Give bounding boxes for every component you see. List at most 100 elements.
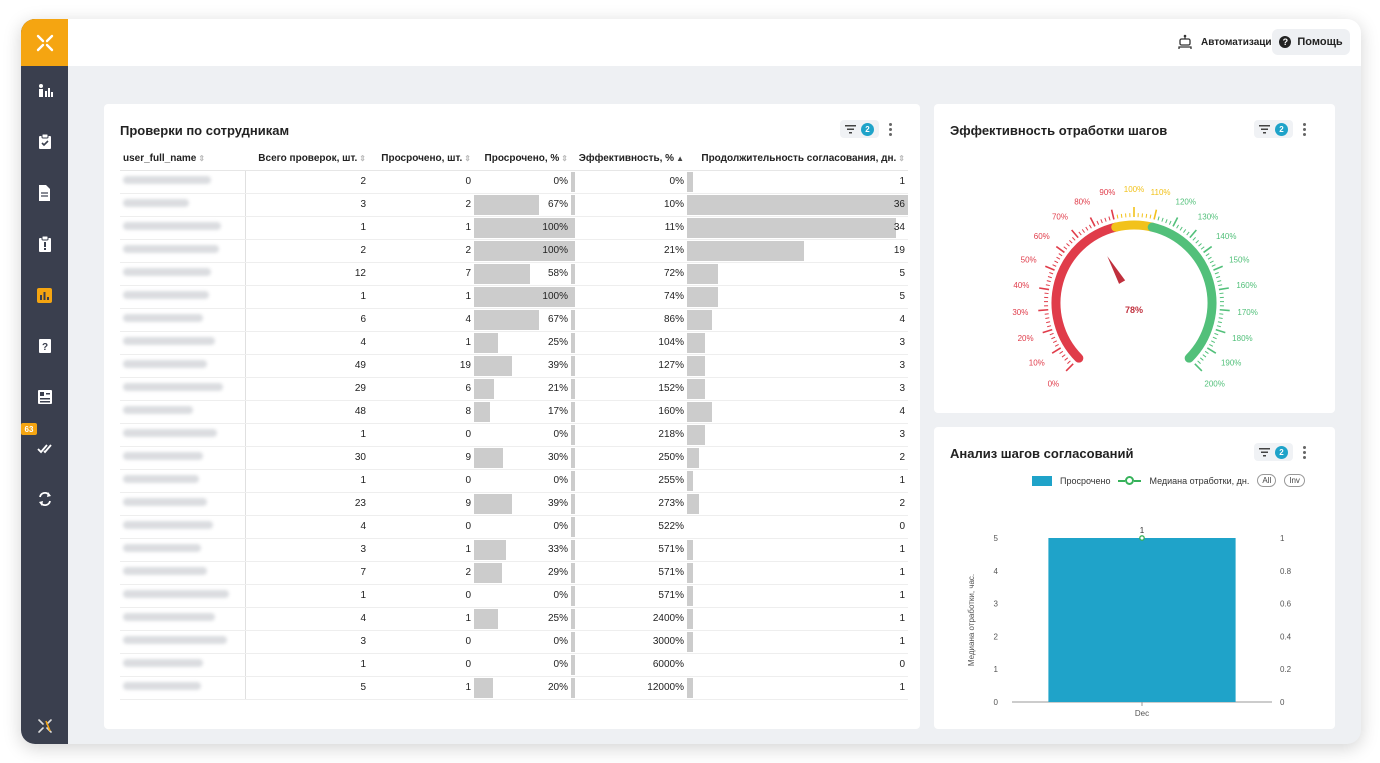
sidebar-collapse-button[interactable]: [21, 709, 68, 743]
cell-duration-value: 1: [899, 590, 905, 601]
x-axis-tick-label: Dec: [1135, 709, 1149, 718]
cell-overdue-pct: 67%: [474, 193, 571, 217]
column-header-overdue[interactable]: Просрочено, шт. ⇕: [369, 148, 474, 171]
duration-bar: [687, 171, 694, 192]
gauge-major-tick: [1219, 308, 1230, 312]
help-icon: ?: [1279, 36, 1292, 48]
sidebar-item-analytics[interactable]: [21, 278, 68, 312]
table-row[interactable]: 49 19 39% 127% 3: [120, 354, 908, 378]
legend-invert-button[interactable]: Inv: [1284, 474, 1305, 487]
table-row[interactable]: 3 1 33% 571% 1: [120, 538, 908, 562]
cell-user-name: [120, 193, 246, 217]
cell-overdue-pct: 17%: [474, 400, 571, 424]
column-header-name[interactable]: user_full_name ⇕: [120, 148, 245, 171]
legend-label-line[interactable]: Медиана отработки, дн.: [1149, 475, 1250, 486]
table-row[interactable]: 6 4 67% 86% 4: [120, 308, 908, 332]
legend-all-button[interactable]: All: [1257, 474, 1277, 487]
table-row[interactable]: 1 0 0% 571% 1: [120, 584, 908, 608]
sidebar-item-people-chart[interactable]: [21, 74, 68, 108]
cell-total-value: 49: [354, 360, 366, 371]
sidebar-item-tasks[interactable]: [21, 227, 68, 261]
table-row[interactable]: 1 0 0% 6000% 0: [120, 653, 908, 677]
cell-duration: 2: [687, 446, 908, 470]
table-row[interactable]: 48 8 17% 160% 4: [120, 400, 908, 424]
table-row[interactable]: 2 0 0% 0% 1: [120, 170, 908, 194]
sidebar-item-cards[interactable]: [21, 380, 68, 414]
sidebar-item-documents[interactable]: [21, 176, 68, 210]
employees-filter-button[interactable]: 2: [840, 120, 879, 138]
cell-total: 3: [245, 193, 369, 217]
automation-button[interactable]: Автоматизации: [1171, 29, 1284, 55]
column-header-overdue-pct[interactable]: Просрочено, % ⇕: [474, 148, 571, 171]
table-row[interactable]: 4 1 25% 104% 3: [120, 331, 908, 355]
gauge-minor-tick: [1108, 216, 1111, 221]
cell-duration: 4: [687, 400, 908, 424]
cell-overdue-pct: 20%: [474, 676, 571, 700]
cell-efficiency: 2400%: [571, 607, 687, 631]
gauge-major-tick: [1042, 328, 1053, 334]
gauge-menu-button[interactable]: [1299, 120, 1309, 138]
cell-overdue-pct-value: 100%: [542, 222, 568, 233]
table-row[interactable]: 1 0 0% 218% 3: [120, 423, 908, 447]
cell-user-name: [120, 170, 246, 194]
sidebar-item-approvals[interactable]: [21, 431, 68, 465]
table-row[interactable]: 1 1 100% 74% 5: [120, 285, 908, 309]
help-button[interactable]: ? Помощь: [1272, 29, 1350, 55]
gauge-minor-tick: [1063, 246, 1068, 250]
gauge-filter-button[interactable]: 2: [1254, 120, 1293, 138]
legend-swatch-line[interactable]: [1118, 476, 1142, 485]
column-header-efficiency[interactable]: Эффективность, % ▲: [571, 148, 687, 171]
cell-user-name: [120, 331, 246, 355]
overdue-pct-bar: [474, 677, 494, 698]
table-row[interactable]: 2 2 100% 21% 19: [120, 239, 908, 263]
efficiency-bar: [571, 470, 575, 491]
table-row[interactable]: 29 6 21% 152% 3: [120, 377, 908, 401]
gauge-major-tick: [1206, 347, 1217, 354]
steps-menu-button[interactable]: [1299, 443, 1309, 461]
cell-overdue: 8: [369, 400, 474, 424]
duration-bar: [687, 470, 694, 491]
cell-duration-value: 0: [899, 659, 905, 670]
table-row[interactable]: 30 9 30% 250% 2: [120, 446, 908, 470]
legend-swatch-bar[interactable]: [1032, 475, 1052, 486]
sidebar-item-sync[interactable]: [21, 482, 68, 516]
cell-total: 3: [245, 538, 369, 562]
column-header-total[interactable]: Всего проверок, шт. ⇕: [245, 148, 369, 171]
table-row[interactable]: 4 1 25% 2400% 1: [120, 607, 908, 631]
table-row[interactable]: 12 7 58% 72% 5: [120, 262, 908, 286]
table-row[interactable]: 3 2 67% 10% 36: [120, 193, 908, 217]
table-row[interactable]: 23 9 39% 273% 2: [120, 492, 908, 516]
table-row[interactable]: 5 1 20% 12000% 1: [120, 676, 908, 700]
collapse-icon: [37, 719, 52, 733]
sidebar-item-help[interactable]: ?: [21, 329, 68, 363]
cell-duration-value: 3: [899, 360, 905, 371]
gauge-minor-tick: [1054, 260, 1059, 264]
column-header-duration[interactable]: Продолжительность согласования, дн. ⇕: [687, 148, 908, 171]
overdue-pct-bar: [474, 608, 499, 629]
duration-bar: [687, 217, 896, 238]
cell-overdue-value: 0: [465, 176, 471, 187]
table-row[interactable]: 1 0 0% 255% 1: [120, 469, 908, 493]
cell-duration: 2: [687, 492, 908, 516]
cell-duration: 1: [687, 676, 908, 700]
gauge-tick-label: 160%: [1236, 281, 1256, 290]
steps-filter-button[interactable]: 2: [1254, 443, 1293, 461]
employees-menu-button[interactable]: [885, 120, 895, 138]
table-row[interactable]: 4 0 0% 522% 0: [120, 515, 908, 539]
table-row[interactable]: 7 2 29% 571% 1: [120, 561, 908, 585]
table-row[interactable]: 1 1 100% 11% 34: [120, 216, 908, 240]
cell-user-name: [120, 354, 246, 378]
cell-overdue-value: 0: [465, 590, 471, 601]
table-row[interactable]: 3 0 0% 3000% 1: [120, 630, 908, 654]
left-axis-tick-label: 1: [994, 665, 999, 674]
app-logo[interactable]: [21, 19, 68, 66]
duration-bar: [687, 585, 694, 606]
cell-duration: 3: [687, 354, 908, 378]
gauge-minor-tick: [1046, 321, 1051, 324]
sidebar-item-checklists[interactable]: [21, 125, 68, 159]
legend-label-bar[interactable]: Просрочено: [1060, 475, 1111, 486]
gauge-tick-label: 0%: [1048, 380, 1060, 389]
cell-efficiency: 152%: [571, 377, 687, 401]
gauge-minor-tick: [1176, 224, 1180, 229]
gauge-minor-tick: [1217, 321, 1222, 324]
